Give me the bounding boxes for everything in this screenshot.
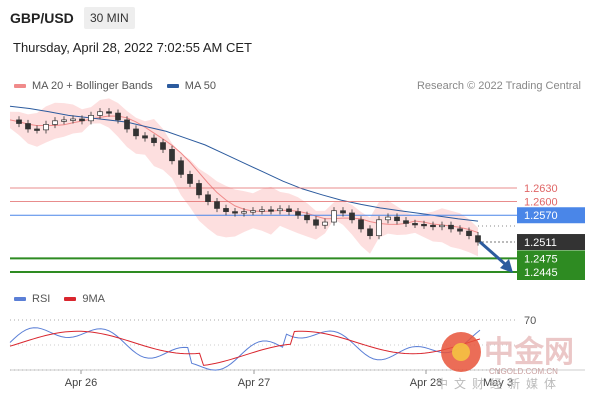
rsi-ma-line xyxy=(9,330,481,366)
watermark-logo-inner xyxy=(452,343,470,361)
rsi-legend: RSI 9MA xyxy=(14,293,105,305)
last-price-tag xyxy=(517,234,585,251)
support-label-4: 1.2475 xyxy=(524,253,558,265)
watermark-tagline: 中文财经新媒体 xyxy=(436,376,562,391)
candle-body xyxy=(133,128,139,137)
candle-body xyxy=(376,219,382,237)
x-tick-label: Apr 26 xyxy=(65,377,97,389)
support-label-5: 1.2445 xyxy=(524,267,558,279)
rsi-ma-swatch xyxy=(64,297,77,301)
watermark-text: 中金网 xyxy=(484,335,574,370)
candle-body xyxy=(259,209,265,212)
rsi-line xyxy=(9,327,481,371)
candle-body xyxy=(295,211,301,216)
timestamp: Thursday, April 28, 2022 7:02:55 AM CET xyxy=(13,40,252,55)
candle-body xyxy=(79,118,85,122)
rsi-level-label: 70 xyxy=(524,315,536,327)
pair-title: GBP/USD xyxy=(10,10,74,26)
copyright-note: Research © 2022 Trading Central xyxy=(416,80,581,92)
candle-body xyxy=(313,219,319,226)
last-price-label: 1.2511 xyxy=(524,237,557,249)
candle-body xyxy=(187,174,193,184)
candle-body xyxy=(214,201,220,209)
candle-body xyxy=(475,235,481,243)
candle-body xyxy=(322,221,328,226)
candle-body xyxy=(439,224,445,228)
resistance-label-0: 1.2630 xyxy=(524,183,558,195)
candle-body xyxy=(16,119,22,124)
support-tag-5 xyxy=(517,264,585,280)
candle-body xyxy=(61,119,67,122)
candle-body xyxy=(97,111,103,116)
rsi-legend-label: RSI xyxy=(32,293,51,305)
watermark-subtext: CNGOLD.COM.CN xyxy=(489,367,558,376)
candle-body xyxy=(268,209,274,212)
candle-body xyxy=(277,208,283,212)
candle-body xyxy=(160,142,166,150)
forecast-arrow-shaft xyxy=(479,240,506,266)
ma20-swatch xyxy=(14,84,26,88)
candle-body xyxy=(88,115,94,122)
x-tick-label: Apr 27 xyxy=(238,377,270,389)
candle-body xyxy=(124,119,130,130)
resistance-label-1: 1.2600 xyxy=(524,197,558,209)
candle-body xyxy=(385,216,391,221)
candle-body xyxy=(394,216,400,222)
candle-body xyxy=(151,137,157,143)
ma50-line xyxy=(9,105,479,222)
candle-body xyxy=(340,210,346,214)
candle-body xyxy=(286,208,292,212)
ma20-legend-label: MA 20 + Bollinger Bands xyxy=(32,80,153,92)
candle-body xyxy=(52,120,58,125)
candle-body xyxy=(304,214,310,221)
rsi-swatch xyxy=(14,297,26,301)
candle-body xyxy=(232,211,238,214)
candle-body xyxy=(250,210,256,213)
candle-body xyxy=(142,135,148,139)
candle-body xyxy=(457,228,463,232)
candle-body xyxy=(43,124,49,131)
candle-body xyxy=(196,183,202,196)
x-tick-label: Apr 28 xyxy=(410,377,442,389)
pivot-tag-2 xyxy=(517,207,585,224)
ma50-legend-label: MA 50 xyxy=(184,80,216,92)
ma50-swatch xyxy=(166,84,179,88)
candle-body xyxy=(466,230,472,237)
candle-body xyxy=(178,160,184,175)
candle-body xyxy=(241,211,247,214)
candle-body xyxy=(25,123,31,130)
candle-body xyxy=(115,112,121,121)
x-tick-label: May 3 xyxy=(483,377,513,389)
candle-body xyxy=(421,223,427,227)
price-legend: MA 20 + Bollinger Bands MA 50 xyxy=(14,80,216,92)
candle-body xyxy=(358,219,364,230)
timeframe-badge[interactable]: 30 MIN xyxy=(84,7,135,29)
support-tag-4 xyxy=(517,250,585,267)
candle-body xyxy=(70,118,76,121)
forecast-arrow-head xyxy=(500,259,513,273)
candle-body xyxy=(448,224,454,230)
candle-body xyxy=(367,228,373,237)
candle-body xyxy=(430,224,436,228)
candle-body xyxy=(106,111,112,114)
candle-body xyxy=(403,220,409,224)
rsi-ma-legend-label: 9MA xyxy=(82,293,105,305)
candle-body xyxy=(205,194,211,202)
candle-body xyxy=(223,208,229,212)
candle-body xyxy=(349,212,355,221)
pivot-label-2: 1.2570 xyxy=(524,210,558,222)
bollinger-band xyxy=(10,98,478,257)
candle-body xyxy=(34,128,40,131)
candle-body xyxy=(412,223,418,226)
candle-body xyxy=(331,210,337,223)
candle-body xyxy=(169,149,175,162)
